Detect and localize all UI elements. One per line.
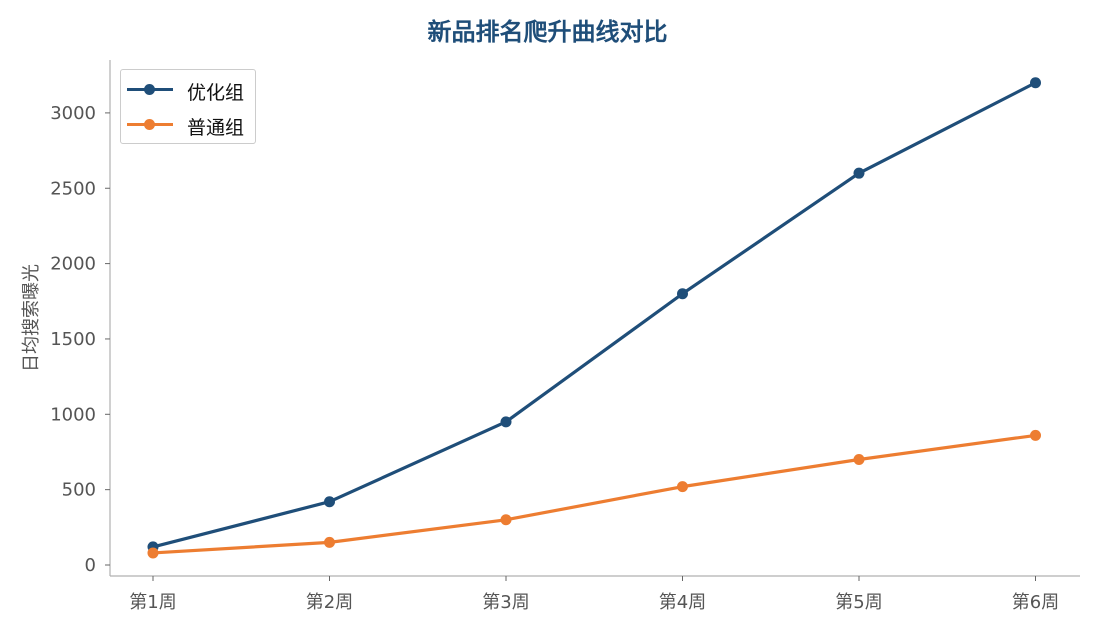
series-layer — [147, 77, 1041, 559]
data-point — [500, 416, 512, 428]
x-tick-label: 第5周 — [835, 592, 882, 613]
data-point — [147, 547, 159, 559]
legend-marker-series-1 — [144, 84, 155, 95]
y-tick-label: 2000 — [50, 254, 96, 275]
data-point — [324, 536, 335, 548]
series-line-1 — [152, 81, 1037, 549]
legend-marker-series-2 — [144, 119, 155, 130]
series-line-2 — [152, 433, 1036, 555]
legend: 优化组 普通组 — [120, 69, 256, 144]
y-tick-label: 1000 — [50, 404, 96, 425]
legend-label-series-2: 普通组 — [187, 117, 245, 139]
y-tick-label: 3000 — [50, 103, 96, 124]
y-ticks: 0 500 1000 1500 2000 2500 3000 — [50, 103, 110, 576]
data-point — [853, 167, 865, 179]
x-tick-label: 第1周 — [129, 592, 176, 613]
data-point — [1030, 429, 1041, 441]
data-point — [677, 288, 688, 300]
y-tick-label: 2500 — [50, 178, 96, 199]
legend-item-series-2: 普通组 — [121, 109, 257, 139]
legend-item-series-1: 优化组 — [121, 74, 257, 104]
chart-title: 新品排名爬升曲线对比 — [427, 18, 668, 46]
data-point — [853, 454, 865, 466]
y-tick-label: 1500 — [50, 329, 96, 350]
legend-label-series-1: 优化组 — [187, 82, 245, 104]
x-tick-label: 第2周 — [306, 592, 353, 613]
y-axis-label: 日均搜索曝光 — [21, 264, 42, 372]
y-tick-label: 500 — [62, 480, 96, 501]
x-tick-label: 第4周 — [659, 592, 706, 613]
data-point — [1030, 77, 1041, 89]
data-point — [500, 514, 512, 526]
x-ticks: 第1周 第2周 第3周 第4周 第5周 第6周 — [129, 576, 1059, 613]
x-tick-label: 第6周 — [1012, 592, 1059, 613]
x-tick-label: 第3周 — [482, 592, 529, 613]
y-tick-label: 0 — [85, 555, 96, 576]
data-point — [677, 481, 688, 493]
data-point — [324, 496, 335, 508]
